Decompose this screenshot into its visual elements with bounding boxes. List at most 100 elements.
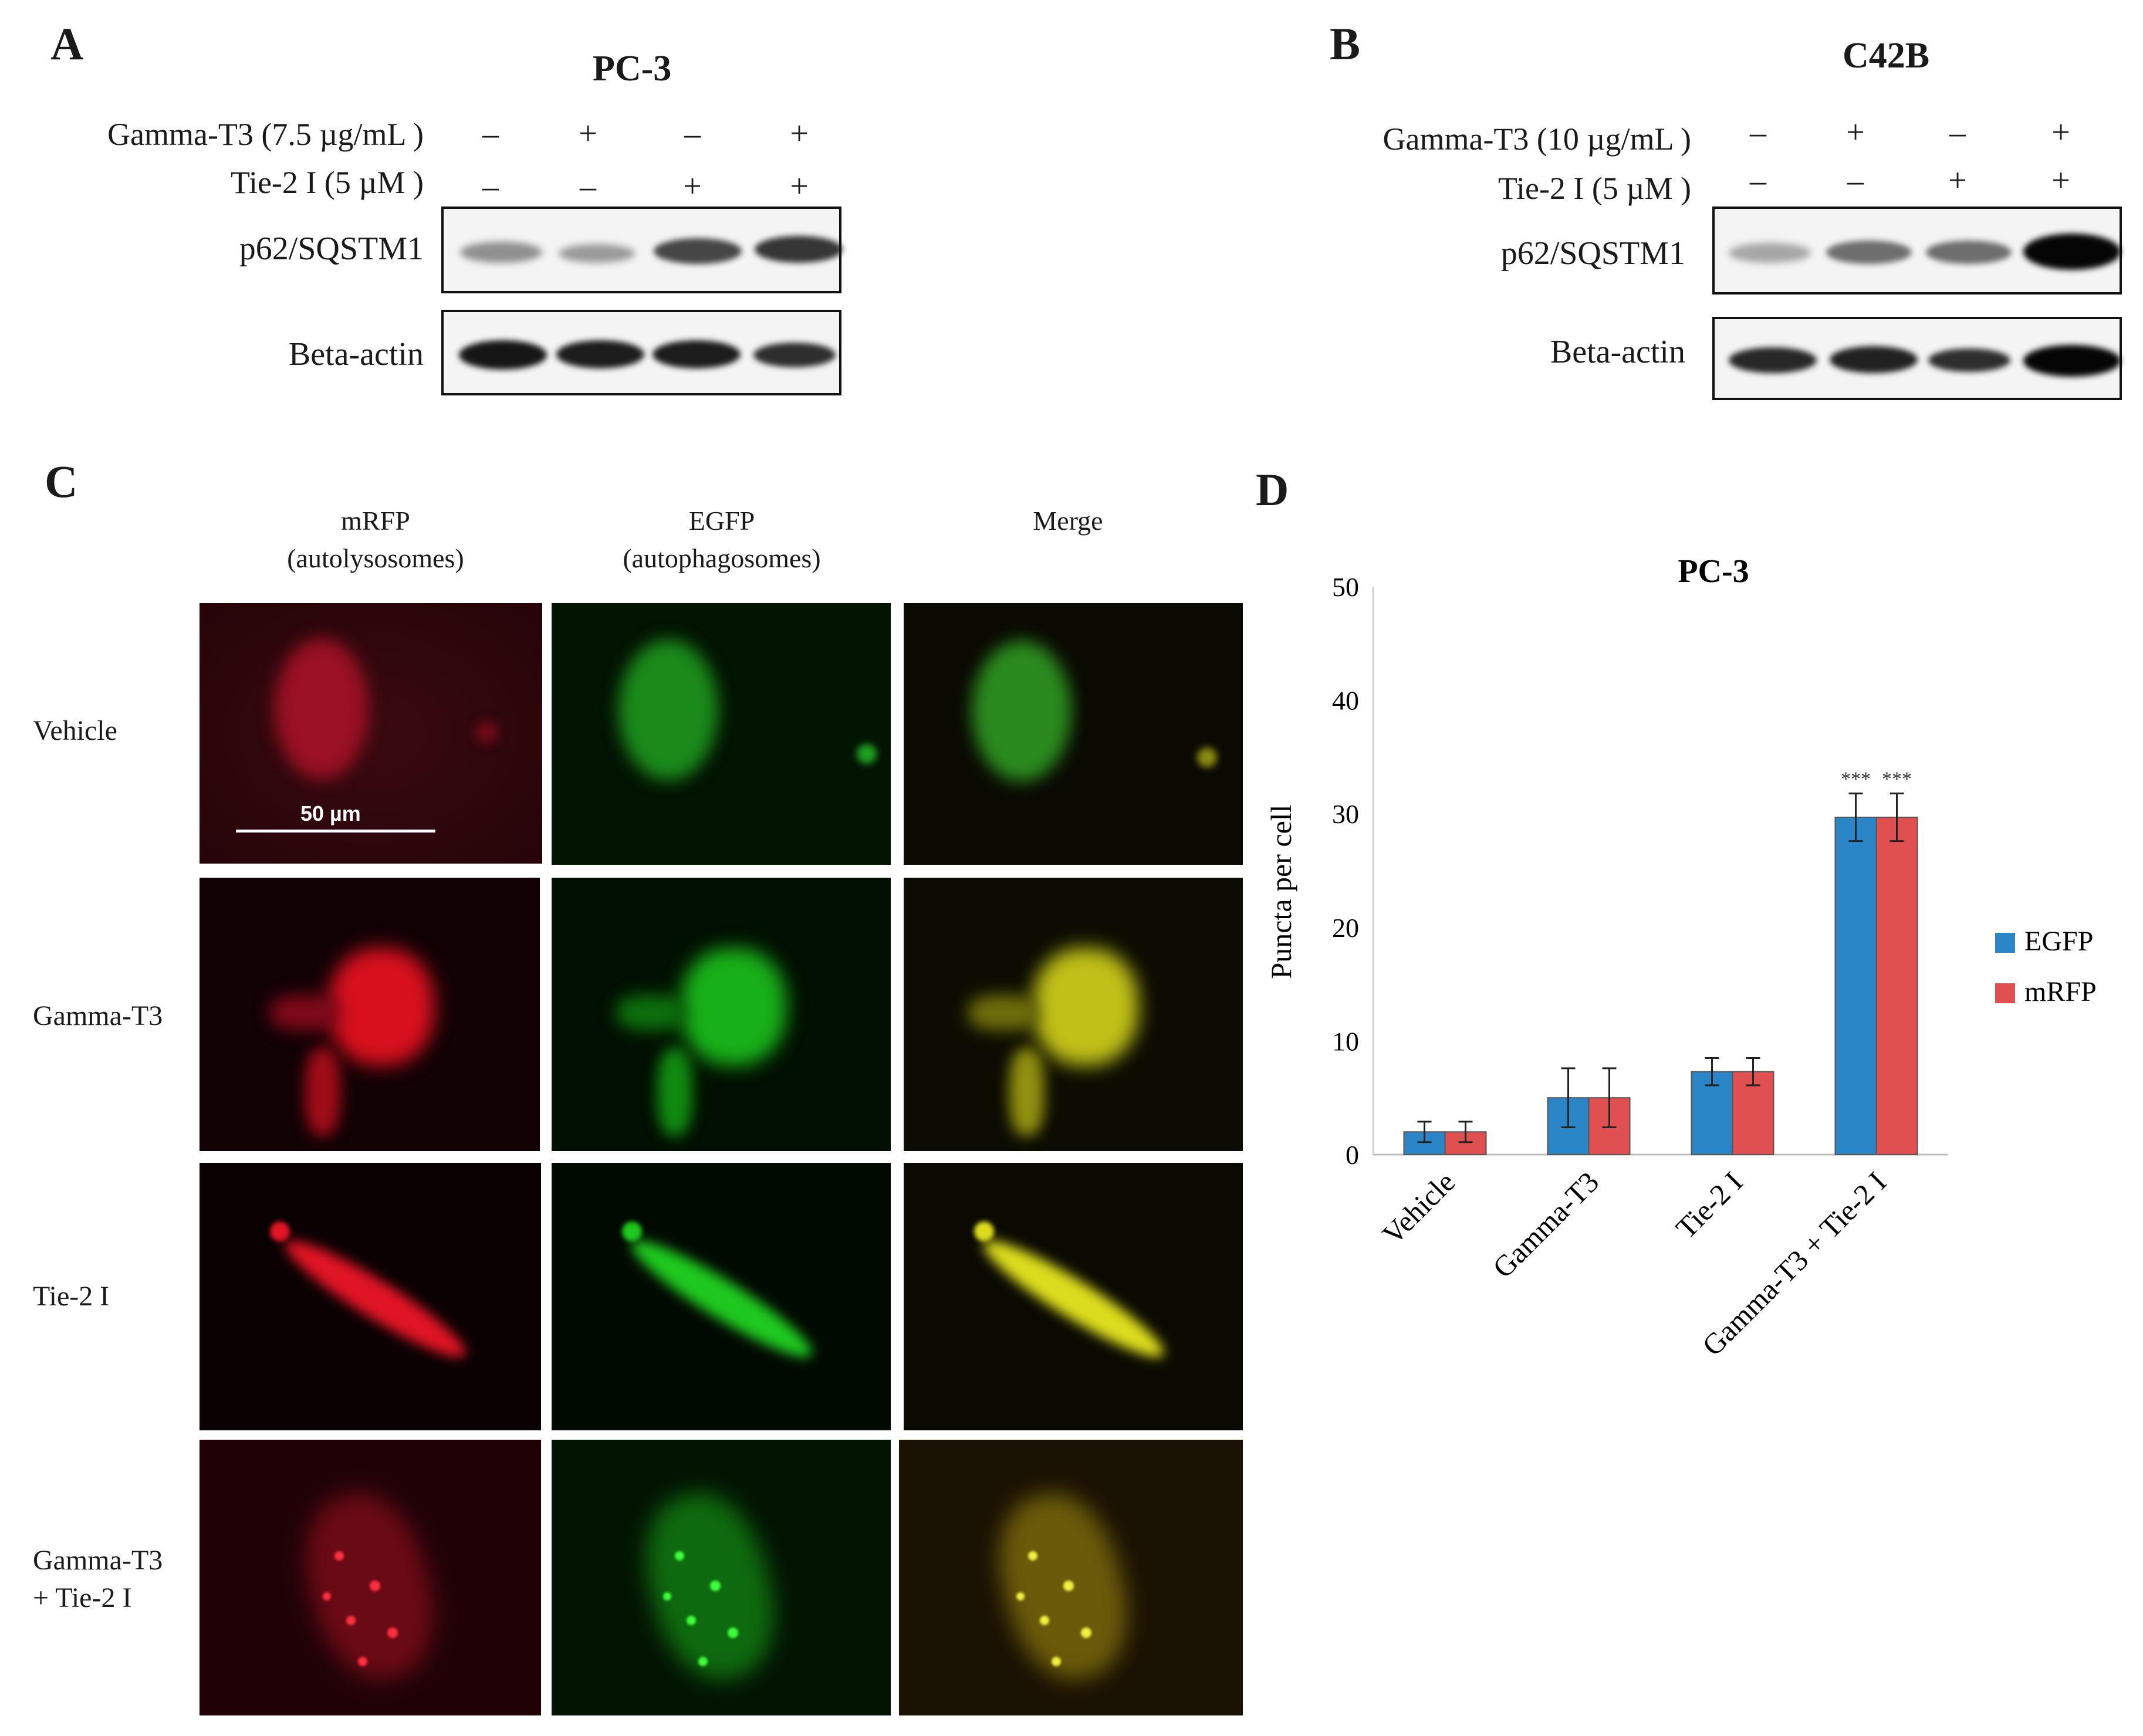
western-band — [653, 340, 741, 368]
western-band — [654, 238, 742, 264]
western-band — [755, 236, 843, 263]
row-label-line: Vehicle — [33, 715, 117, 746]
western-band — [1928, 348, 2010, 372]
panel-a-sign: + — [683, 168, 702, 205]
western-band — [559, 244, 635, 263]
cell-spot — [622, 1221, 642, 1241]
puncta — [710, 1581, 721, 1591]
micrograph-combo-egfp — [552, 1440, 891, 1715]
puncta — [675, 1551, 684, 1561]
cell-body — [1033, 948, 1138, 1065]
significance-marker: *** — [1882, 768, 1912, 790]
panel-b-sign: + — [2051, 114, 2070, 151]
cell-process — [305, 1048, 340, 1136]
western-band — [459, 340, 547, 370]
puncta — [387, 1627, 398, 1638]
column-header-merge: Merge — [939, 502, 1197, 540]
micrograph-tie2-merge — [904, 1163, 1243, 1430]
y-tick-label: 30 — [1332, 799, 1359, 829]
cell-spot — [270, 1221, 290, 1241]
row-label-vehicle: Vehicle — [33, 712, 117, 750]
cell-spot — [1197, 747, 1217, 767]
micrograph-tie2-egfp — [552, 1163, 891, 1430]
scale-bar-line — [236, 830, 435, 833]
significance-marker: *** — [1841, 768, 1871, 790]
western-band — [1729, 347, 1817, 373]
western-band — [1926, 241, 2012, 264]
puncta — [323, 1592, 331, 1600]
puncta — [728, 1627, 738, 1638]
column-header-mrfp: mRFP (autolysosomes) — [246, 502, 505, 577]
y-tick-label: 40 — [1332, 686, 1359, 716]
cell-body — [622, 1227, 822, 1371]
panel-b-actin-label: Beta-actin — [1550, 334, 1685, 370]
bar — [1444, 1131, 1487, 1156]
legend-label: mRFP — [2024, 976, 2097, 1007]
panel-b-sign: + — [1948, 163, 1967, 199]
row-label-line: Gamma-T3 — [33, 1545, 163, 1576]
panel-b-sign: + — [2051, 163, 2070, 199]
row-label-gamma: Gamma-T3 — [33, 997, 163, 1035]
legend-swatch — [1995, 983, 2015, 1003]
panel-a-sign: – — [482, 168, 499, 205]
micrograph-combo-mrfp — [200, 1440, 541, 1715]
x-tick-label: Vehicle — [1376, 1165, 1462, 1251]
western-band — [2023, 345, 2121, 377]
legend-label: EGFP — [2024, 926, 2093, 957]
puncta — [1028, 1551, 1037, 1561]
panel-a-sign: – — [684, 116, 701, 152]
cell-process — [968, 995, 1039, 1030]
row-label-line: Tie-2 I — [33, 1281, 110, 1312]
cell-process — [1009, 1048, 1045, 1136]
panel-b-sign: – — [1847, 163, 1864, 199]
western-band — [1826, 241, 1912, 264]
micrograph-gamma-mrfp — [200, 878, 540, 1151]
column-header-line: mRFP — [341, 506, 410, 536]
column-header-egfp: EGFP (autophagosomes) — [581, 502, 863, 577]
x-tick-label: Tie-2 I — [1669, 1165, 1749, 1245]
western-band — [2023, 234, 2121, 270]
y-tick-label: 50 — [1332, 572, 1359, 602]
panel-b-letter: B — [1330, 18, 1361, 69]
puncta — [1081, 1627, 1091, 1638]
cell-body — [972, 641, 1072, 781]
cell-body — [974, 1227, 1174, 1371]
cell-spot — [475, 720, 499, 744]
panel-a-actin-blot — [441, 310, 841, 395]
panel-a-sign: + — [790, 168, 809, 205]
panel-a-tie2-label: Tie-2 I (5 µM ) — [230, 165, 424, 200]
puncta — [698, 1657, 708, 1666]
cell-spot — [974, 1221, 994, 1241]
cell-body — [276, 1227, 475, 1371]
cell-process — [616, 995, 687, 1030]
panel-a-p62-label: p62/SQSTM1 — [239, 231, 424, 267]
y-tick-label: 10 — [1332, 1026, 1359, 1056]
chart-title: PC-3 — [1678, 553, 1749, 590]
bar — [1875, 817, 1918, 1155]
panel-a-sign: + — [790, 116, 809, 152]
micrograph-vehicle-mrfp: 50 µm — [200, 603, 542, 864]
bar — [1834, 817, 1877, 1155]
panel-b-gamma-label: Gamma-T3 (10 µg/mL ) — [1383, 121, 1691, 157]
micrograph-vehicle-merge — [904, 603, 1243, 865]
panel-c-letter: C — [45, 456, 78, 507]
row-label-line: Gamma-T3 — [33, 1000, 163, 1031]
panel-b-p62-blot — [1712, 207, 2122, 295]
cell-body — [618, 639, 718, 780]
puncta — [346, 1616, 356, 1625]
scale-bar-label: 50 µm — [300, 801, 361, 825]
y-tick-label: 0 — [1346, 1140, 1359, 1170]
panel-b-actin-blot — [1712, 317, 2122, 400]
panel-a-sign: – — [580, 168, 596, 205]
panel-a-p62-blot — [441, 207, 843, 293]
panel-d-letter: D — [1256, 464, 1289, 515]
puncta — [1063, 1581, 1074, 1591]
western-band — [556, 340, 644, 368]
puncta — [334, 1551, 344, 1561]
panel-b-tie2-label: Tie-2 I (5 µM ) — [1498, 171, 1691, 206]
puncta — [1040, 1616, 1049, 1625]
puncta — [663, 1592, 671, 1600]
panel-a-gamma-label: Gamma-T3 (7.5 µg/mL ) — [107, 117, 424, 152]
panel-a-sign: – — [482, 116, 499, 152]
